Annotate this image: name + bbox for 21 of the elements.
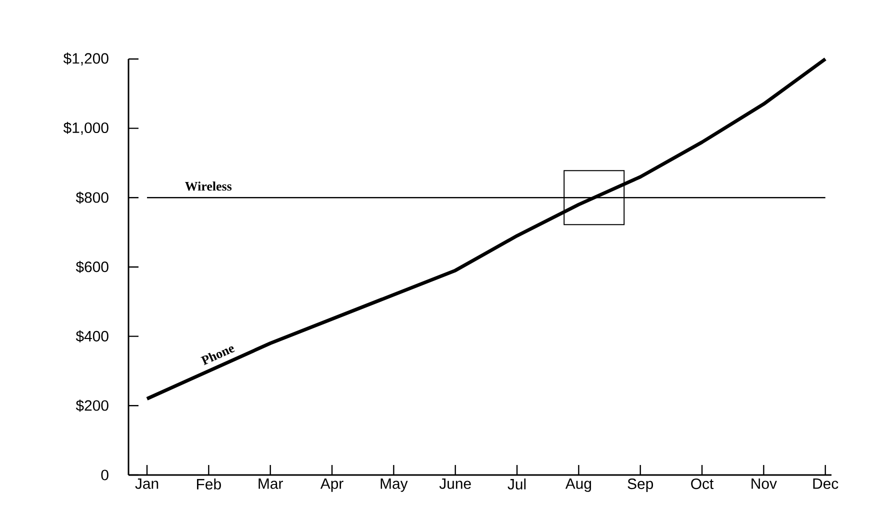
y-tick-label: $1,000 [63,122,108,135]
y-tick-label: $400 [76,330,108,342]
x-tick-label: Apr [320,478,344,492]
x-tick-label: June [439,478,471,489]
x-tick-label: Feb [197,478,221,490]
x-tick-label: Sep [628,478,654,492]
x-tick-label: Oct [691,478,714,490]
x-tick-label: Jan [135,478,158,489]
x-tick-label: May [380,478,408,492]
y-tick-label: $800 [76,192,108,204]
x-tick-label: Dec [813,478,838,489]
series-label: Wireless [185,182,232,191]
x-tick-label: Aug [565,478,592,492]
x-tick-label: Nov [752,478,777,489]
y-tick-label: 0 [101,470,108,480]
x-tick-label: Jul [508,478,526,490]
text: Phone [200,346,235,366]
x-tick-label: Mar [258,478,283,489]
y-tick-label: $200 [76,400,108,412]
y-tick-label: $1,200 [63,52,108,66]
y-tick-label: $600 [76,260,108,274]
